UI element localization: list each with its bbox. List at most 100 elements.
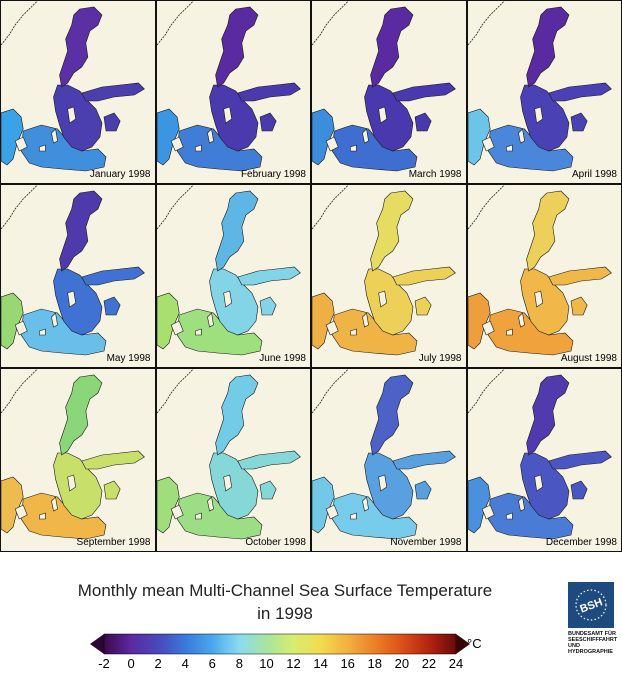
island-gotland xyxy=(533,106,543,124)
month-label: September 1998 xyxy=(76,537,151,548)
norway-coastline xyxy=(312,1,349,46)
colorbar-tick-label: 22 xyxy=(421,656,437,671)
island-oland xyxy=(362,312,369,328)
month-label: August 1998 xyxy=(560,353,617,364)
map-panel-4: April 1998 xyxy=(467,1,621,183)
month-label: November 1998 xyxy=(390,537,462,548)
sea-region-riga xyxy=(103,480,121,500)
sea-region-riga xyxy=(259,112,277,132)
norway-coastline xyxy=(312,185,349,230)
island-oland xyxy=(51,128,58,144)
figure-title-line2: in 1998 xyxy=(257,604,313,623)
island-gotland xyxy=(222,290,232,308)
sea-region-west xyxy=(312,292,335,350)
sea-region-north xyxy=(59,374,103,456)
island-zealand xyxy=(325,320,339,336)
sea-region-north xyxy=(59,6,103,88)
sst-map xyxy=(156,185,301,356)
colorbar-tick-label: 10 xyxy=(259,656,274,671)
sea-region-west xyxy=(156,476,180,534)
island-zealand xyxy=(14,504,28,520)
sea-region-north xyxy=(525,374,569,456)
colorbar-tick-label: 24 xyxy=(448,656,464,671)
island-oland xyxy=(517,128,525,144)
sst-map xyxy=(467,185,612,356)
island-gotland xyxy=(67,290,77,308)
norway-coastline xyxy=(1,369,38,414)
sst-map xyxy=(1,1,145,172)
island-zealand xyxy=(481,504,495,520)
island-gotland xyxy=(67,106,77,124)
colorbar-tick-label: 12 xyxy=(286,656,301,671)
map-panel-1: January 1998 xyxy=(1,1,155,183)
colorbar-tick-label: 0 xyxy=(127,656,135,671)
norway-coastline xyxy=(467,369,505,414)
colorbar-tick-label: 2 xyxy=(154,656,162,671)
sea-region-north xyxy=(370,190,414,272)
island-gotland xyxy=(67,474,77,492)
sea-region-south xyxy=(331,124,418,172)
sea-region-gulf xyxy=(392,450,456,470)
island-gotland xyxy=(378,106,388,124)
norway-coastline xyxy=(312,369,349,414)
island-bornholm xyxy=(505,144,513,152)
sea-region-south xyxy=(176,124,262,172)
sea-region-gulf xyxy=(547,82,612,102)
island-bornholm xyxy=(194,512,202,520)
island-zealand xyxy=(325,504,339,520)
island-zealand xyxy=(14,136,28,152)
sea-region-riga xyxy=(570,112,588,132)
map-panel-7: July 1998 xyxy=(312,185,466,367)
sea-region-west xyxy=(467,108,491,166)
island-oland xyxy=(206,496,214,512)
sea-region-gulf xyxy=(392,82,456,102)
sea-region-riga xyxy=(570,480,588,500)
sea-region-riga xyxy=(103,296,121,316)
island-bornholm xyxy=(194,144,202,152)
sst-map xyxy=(467,369,612,540)
sea-region-south xyxy=(20,492,107,540)
island-gotland xyxy=(378,290,388,308)
sea-region-north xyxy=(214,190,258,272)
sea-region-north xyxy=(525,190,569,272)
sea-region-gulf xyxy=(236,82,301,102)
sea-region-gulf xyxy=(81,266,145,286)
colorbar-under-arrow xyxy=(90,634,104,654)
island-bornholm xyxy=(39,328,46,336)
island-zealand xyxy=(14,320,28,336)
sea-region-riga xyxy=(570,296,588,316)
month-label: January 1998 xyxy=(89,169,151,180)
sea-region-south xyxy=(20,308,107,356)
norway-coastline xyxy=(467,1,505,46)
sea-region-west xyxy=(312,476,335,534)
colorbar-tick-label: 14 xyxy=(313,656,328,671)
sea-region-gulf xyxy=(236,266,301,286)
island-gotland xyxy=(533,474,543,492)
sea-region-gulf xyxy=(392,266,456,286)
bsh-logo-initials: BSH xyxy=(578,596,604,615)
island-gotland xyxy=(222,106,232,124)
sea-region-south xyxy=(176,492,262,540)
sea-region-south xyxy=(331,308,418,356)
island-zealand xyxy=(170,136,184,152)
sea-region-gulf xyxy=(547,450,612,470)
sea-region-west xyxy=(156,292,180,350)
sea-region-north xyxy=(214,374,258,456)
map-panel-5: May 1998 xyxy=(1,185,155,367)
island-oland xyxy=(51,496,58,512)
sst-map xyxy=(1,185,145,356)
island-zealand xyxy=(170,320,184,336)
sea-region-north xyxy=(525,6,569,88)
colorbar-ticks: -2 0 2 4 6 8 10 12 14 16 18 20 22 24 xyxy=(90,656,470,676)
month-label: October 1998 xyxy=(245,537,306,548)
sst-map xyxy=(156,369,301,540)
island-bornholm xyxy=(505,328,513,336)
colorbar-tick-label: 16 xyxy=(340,656,355,671)
island-zealand xyxy=(170,504,184,520)
island-bornholm xyxy=(350,512,357,520)
map-panel-9: September 1998 xyxy=(1,369,155,551)
sea-region-gulf xyxy=(81,450,145,470)
norway-coastline xyxy=(156,185,194,230)
sea-region-north xyxy=(370,6,414,88)
sea-region-west xyxy=(1,292,24,350)
